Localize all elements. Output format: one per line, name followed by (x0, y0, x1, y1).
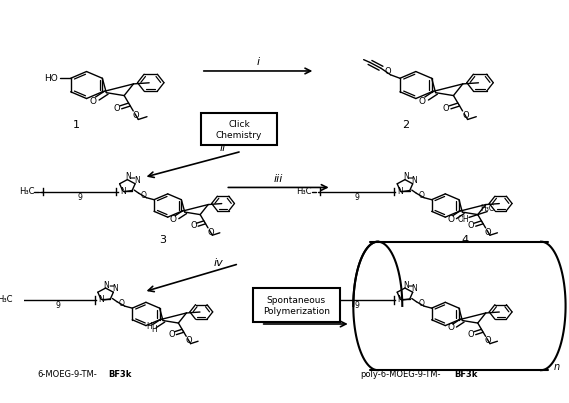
Text: N: N (403, 281, 409, 290)
Text: H₃C: H₃C (296, 187, 312, 196)
Text: H₃C: H₃C (296, 295, 312, 304)
Text: O: O (462, 111, 469, 120)
Text: 1: 1 (73, 120, 80, 130)
Text: N: N (411, 176, 417, 185)
Text: OH: OH (457, 215, 469, 224)
Text: 6-MOEG-9-TM-: 6-MOEG-9-TM- (38, 370, 97, 380)
Text: O: O (418, 299, 424, 308)
Text: 9: 9 (55, 301, 60, 310)
Text: HO: HO (44, 74, 58, 83)
Text: ii: ii (220, 143, 226, 153)
Text: H₃C: H₃C (19, 187, 34, 196)
Text: O: O (141, 191, 147, 200)
Text: O: O (207, 228, 214, 237)
Text: O: O (419, 97, 426, 106)
Text: 2: 2 (402, 120, 409, 130)
Text: Chemistry: Chemistry (216, 131, 262, 140)
FancyBboxPatch shape (253, 288, 340, 322)
Text: 4: 4 (461, 235, 468, 245)
Text: i: i (257, 57, 259, 67)
Text: N: N (134, 176, 140, 185)
Text: Spontaneous: Spontaneous (267, 296, 325, 305)
Text: Polymerization: Polymerization (263, 307, 329, 316)
Text: N: N (119, 187, 126, 196)
Text: N: N (397, 295, 403, 304)
Text: O: O (384, 67, 391, 77)
Text: 9: 9 (77, 193, 82, 202)
Text: =: = (130, 175, 135, 181)
Text: O: O (185, 336, 192, 345)
Text: N: N (411, 284, 417, 293)
Text: =: = (108, 283, 114, 289)
Text: N: N (112, 284, 118, 293)
Text: H: H (151, 325, 157, 334)
Text: H: H (147, 322, 152, 330)
Text: N: N (403, 172, 409, 181)
Text: Click: Click (228, 120, 250, 129)
Text: O: O (113, 104, 119, 113)
Text: BF3k: BF3k (108, 370, 132, 380)
Text: v: v (302, 312, 309, 321)
Text: N: N (98, 295, 104, 304)
Text: O: O (418, 191, 424, 200)
Text: N: N (397, 187, 403, 196)
Text: n: n (553, 362, 559, 372)
Text: O: O (468, 221, 475, 231)
Text: O: O (89, 97, 97, 106)
Text: iv: iv (214, 258, 224, 268)
Text: =: = (407, 283, 413, 289)
Text: BF3k: BF3k (454, 370, 477, 380)
Text: =: = (407, 175, 413, 181)
Text: O: O (170, 215, 177, 224)
Text: O: O (485, 336, 492, 345)
Text: O: O (468, 330, 475, 339)
Text: H₃C: H₃C (480, 204, 494, 213)
Text: N: N (125, 172, 131, 181)
Text: N: N (104, 281, 109, 290)
Text: iii: iii (274, 174, 283, 185)
Text: O: O (168, 330, 175, 339)
Text: 9: 9 (355, 193, 360, 202)
Text: O: O (447, 215, 455, 224)
Text: O: O (443, 104, 449, 113)
Text: O: O (119, 299, 125, 308)
Text: 9: 9 (355, 301, 360, 310)
Text: poly-6-MOEG-9-TM-: poly-6-MOEG-9-TM- (360, 370, 441, 380)
Text: H₃C: H₃C (0, 295, 13, 304)
Text: O: O (485, 228, 492, 237)
Text: O: O (190, 221, 197, 231)
Text: 3: 3 (159, 235, 166, 245)
FancyBboxPatch shape (201, 113, 277, 145)
Text: O: O (133, 111, 139, 120)
Text: O: O (447, 324, 455, 332)
